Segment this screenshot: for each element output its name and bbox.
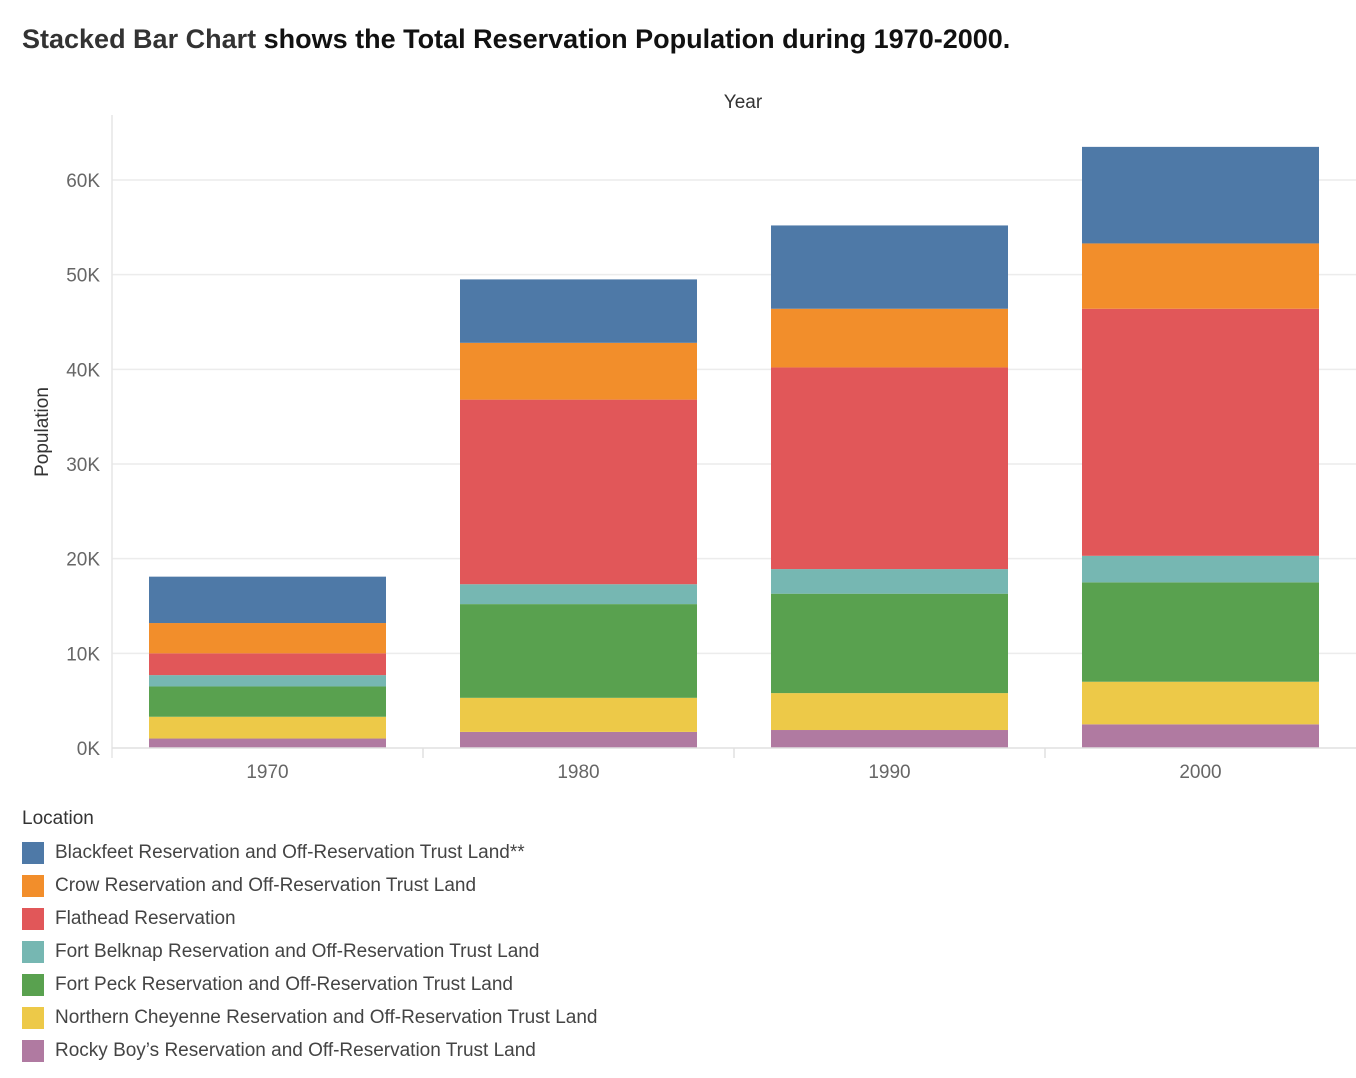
bar-segment[interactable] [460, 279, 697, 343]
bar-segment[interactable] [149, 653, 386, 676]
y-tick-label: 20K [66, 550, 100, 571]
x-tick-label: 1990 [868, 762, 910, 783]
legend-label: Fort Belknap Reservation and Off-Reserva… [55, 940, 540, 962]
legend-swatch [22, 907, 44, 930]
bars [149, 146, 1319, 748]
bar-segment[interactable] [149, 623, 386, 654]
bar-segment[interactable] [1082, 243, 1319, 309]
legend-item[interactable]: Fort Belknap Reservation and Off-Reserva… [22, 935, 598, 968]
y-tick-label: 30K [66, 455, 100, 476]
bar-segment[interactable] [1082, 146, 1319, 244]
x-tick-label: 1980 [557, 762, 599, 783]
bar-segment[interactable] [1082, 724, 1319, 748]
y-tick-label: 0K [77, 739, 101, 760]
bar-segment[interactable] [771, 308, 1008, 368]
bar-segment[interactable] [771, 593, 1008, 694]
bar-segment[interactable] [1082, 308, 1319, 556]
bar-segment[interactable] [460, 731, 697, 748]
legend-swatch [22, 1039, 44, 1062]
chart-title: Stacked Bar Chart shows the Total Reserv… [22, 24, 1010, 55]
bar-segment[interactable] [460, 584, 697, 605]
chart-title-part1: Stacked Bar Chart [22, 24, 257, 54]
y-tick-label: 40K [66, 360, 100, 381]
bar-segment[interactable] [460, 604, 697, 698]
x-tick-label: 1970 [246, 762, 288, 783]
legend-item[interactable]: Flathead Reservation [22, 902, 598, 935]
legend-item[interactable]: Crow Reservation and Off-Reservation Tru… [22, 869, 598, 902]
bar-segment[interactable] [771, 367, 1008, 570]
legend-item[interactable]: Rocky Boy’s Reservation and Off-Reservat… [22, 1034, 598, 1067]
legend-swatch [22, 874, 44, 897]
bar-segment[interactable] [460, 342, 697, 400]
bar-segment[interactable] [460, 399, 697, 585]
legend-swatch [22, 1006, 44, 1029]
bar-segment[interactable] [1082, 681, 1319, 725]
y-tick-label: 60K [66, 171, 100, 192]
bar-segment[interactable] [771, 693, 1008, 731]
y-axis-title: Population [32, 387, 53, 477]
y-tick-label: 10K [66, 644, 100, 665]
legend-label: Flathead Reservation [55, 907, 236, 929]
legend-item[interactable]: Fort Peck Reservation and Off-Reservatio… [22, 968, 598, 1001]
bar-segment[interactable] [149, 738, 386, 748]
bar-segment[interactable] [1082, 582, 1319, 682]
legend-label: Blackfeet Reservation and Off-Reservatio… [55, 841, 525, 863]
bar-segment[interactable] [149, 576, 386, 624]
legend-swatch [22, 841, 44, 864]
y-tick-label: 50K [66, 266, 100, 287]
x-tick-label: 2000 [1179, 762, 1221, 783]
legend-swatch [22, 973, 44, 996]
legend-label: Fort Peck Reservation and Off-Reservatio… [55, 973, 513, 995]
legend-label: Rocky Boy’s Reservation and Off-Reservat… [55, 1039, 536, 1061]
x-axis-title: Year [724, 92, 763, 113]
stacked-bar-chart: 0K 10K 20K 30K 40K 50K 60K 1970 1980 1990 2000 Year… [32, 92, 1356, 783]
legend-title: Location [22, 808, 94, 829]
bar-segment[interactable] [460, 697, 697, 732]
bar-segment[interactable] [149, 675, 386, 687]
legend-swatch [22, 940, 44, 963]
bar-segment[interactable] [771, 225, 1008, 309]
legend-item[interactable]: Northern Cheyenne Reservation and Off-Re… [22, 1001, 598, 1034]
legend: Location Blackfeet Reservation and Off-R… [22, 808, 598, 1067]
bar-segment[interactable] [1082, 555, 1319, 583]
bar-segment[interactable] [771, 569, 1008, 594]
bar-segment[interactable] [149, 716, 386, 739]
legend-label: Crow Reservation and Off-Reservation Tru… [55, 874, 477, 896]
legend-item[interactable]: Blackfeet Reservation and Off-Reservatio… [22, 836, 598, 869]
bar-segment[interactable] [149, 686, 386, 717]
chart-title-part2: shows the Total Reservation Population d… [256, 24, 1011, 54]
legend-label: Northern Cheyenne Reservation and Off-Re… [55, 1006, 598, 1028]
legend-items: Blackfeet Reservation and Off-Reservatio… [22, 836, 598, 1067]
bar-segment[interactable] [771, 730, 1008, 748]
axes: 0K 10K 20K 30K 40K 50K 60K 1970 1980 1990 2000 Year… [32, 92, 1356, 783]
